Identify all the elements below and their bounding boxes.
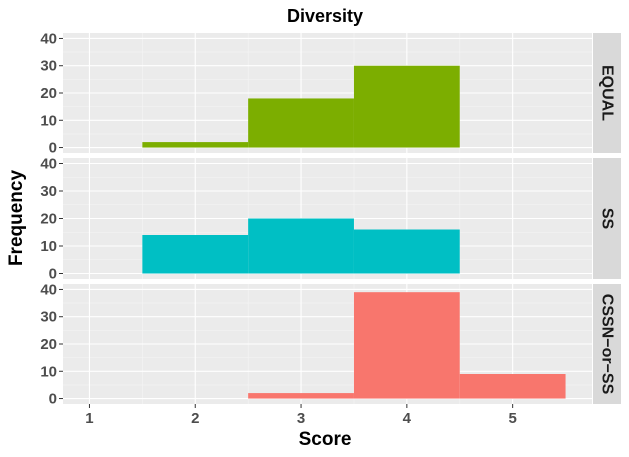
facet-panel-1: 0 10 20 30 40 EQUAL	[40, 30, 621, 157]
y-tick-label: 10	[40, 363, 57, 380]
y-tick-label: 30	[40, 309, 57, 326]
y-tick-label: 0	[49, 266, 57, 283]
x-tick-label: 5	[508, 410, 516, 427]
histogram-bar	[459, 374, 566, 399]
histogram-bar	[248, 98, 354, 148]
y-tick-label: 20	[40, 85, 57, 102]
histogram-bar	[142, 142, 249, 148]
facet-strip	[593, 33, 621, 153]
chart-title: Diversity	[287, 6, 363, 26]
y-tick-label: 40	[40, 156, 57, 173]
facet-panel-2: 0 10 20 30 40 SS	[40, 156, 621, 283]
y-tick-label: 10	[40, 112, 57, 129]
y-tick-label: 40	[40, 281, 57, 298]
facet-strip-label: CSSN−or−SS	[599, 294, 616, 395]
x-tick-label: 4	[403, 410, 412, 427]
histogram-bar	[142, 235, 249, 274]
histogram-bar	[248, 218, 354, 274]
y-tick-label: 20	[40, 211, 57, 228]
facet-strip-label: SS	[599, 208, 616, 230]
histogram-bar	[353, 65, 460, 148]
x-tick-label: 3	[297, 410, 305, 427]
y-tick-label: 0	[49, 140, 57, 157]
y-tick-label: 40	[40, 30, 57, 47]
y-axis-title: Frequency	[6, 170, 27, 267]
histogram-bar	[353, 229, 460, 274]
y-tick-label: 20	[40, 336, 57, 353]
facet-strip-label: EQUAL	[599, 65, 616, 121]
histogram-bar	[353, 292, 460, 399]
x-tick-label: 2	[191, 410, 199, 427]
y-tick-label: 30	[40, 58, 57, 75]
facet-panels: 0 10 20 30 40 EQUAL 0 10 20 30 40 SS 0 10 20 30 40 CSSN−o…	[40, 30, 621, 408]
y-tick-label: 30	[40, 183, 57, 200]
x-axis-title: Score	[299, 429, 352, 450]
facet-panel-3: 0 10 20 30 40 CSSN−or−SS	[40, 281, 621, 408]
x-tick-label: 1	[85, 410, 93, 427]
x-axis: 1 2 3 4 5	[85, 404, 517, 427]
y-tick-label: 10	[40, 238, 57, 255]
y-tick-label: 0	[49, 391, 57, 408]
facet-strip	[593, 284, 621, 404]
facet-strip	[593, 158, 621, 279]
histogram-bar	[248, 393, 354, 399]
